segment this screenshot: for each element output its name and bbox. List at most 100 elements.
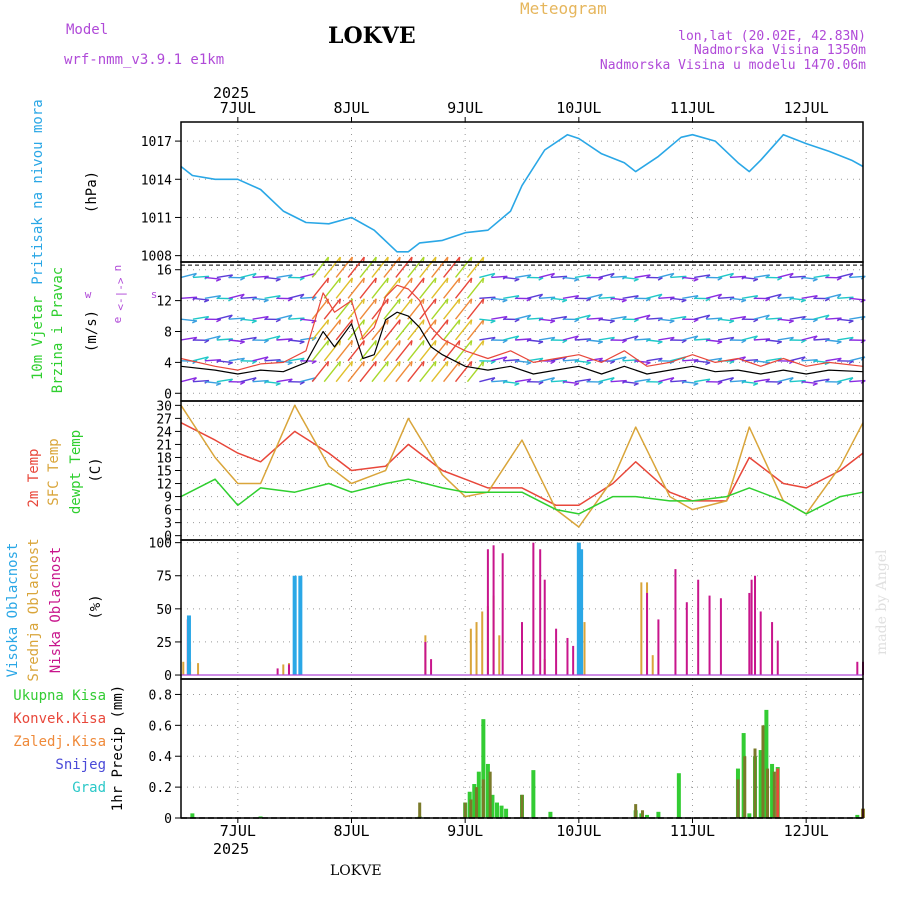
wind-arrow-head	[598, 342, 603, 344]
wind-arrow-head	[435, 340, 436, 345]
wind-ytick-label: 4	[164, 356, 172, 371]
cloud-low-bar	[566, 638, 568, 675]
precip-grid-bar	[736, 779, 739, 818]
footer-station: LOKVE	[330, 863, 382, 879]
cloud-low-bar	[277, 668, 279, 675]
precip-total-bar	[531, 770, 535, 818]
temp-label-2m: 2m Temp	[26, 448, 42, 507]
wind-arrow-head	[459, 320, 460, 325]
precip-total-bar	[677, 773, 681, 818]
wind-arrow-head	[351, 340, 352, 345]
wind-arrow-head	[252, 321, 257, 323]
wind-arrow-head	[658, 342, 663, 344]
wind-arrow-head	[363, 299, 364, 304]
wind-arrow-head	[447, 299, 448, 304]
wind-arrow-head	[363, 340, 364, 345]
cloud-label-high: Visoka Oblacnost	[5, 543, 21, 678]
precip-grid-bar	[743, 756, 746, 818]
precip-grid-bar	[489, 772, 492, 818]
precip-grid-bar	[521, 795, 524, 818]
cloud-low-bar	[646, 593, 648, 675]
wind-arrow-head	[471, 361, 472, 366]
wind-arrow-head	[503, 300, 508, 302]
wind-arrow-head	[340, 340, 341, 345]
precip-total-bar	[500, 806, 504, 818]
day-label-bottom: 8JUL	[333, 822, 369, 840]
wind-arrow-head	[423, 299, 424, 304]
pressure-ytick-label: 1008	[141, 250, 172, 265]
wind-arrow-head	[387, 299, 388, 304]
precip-ytick-label: 0.4	[149, 750, 173, 765]
precip-grid-bar	[464, 803, 467, 818]
cloud-low-bar	[777, 641, 779, 675]
day-label-bottom: 11JUL	[670, 822, 715, 840]
wind-arrow-head	[459, 299, 460, 304]
cloud-low-bar	[502, 553, 504, 675]
wind-arrow-head	[204, 300, 209, 302]
wind-arrow-head	[375, 361, 376, 366]
wind-arrow-head	[717, 342, 722, 344]
day-label-bottom: 9JUL	[447, 822, 483, 840]
temp-unit: (C)	[88, 457, 104, 482]
precip-ytick-label: 0.6	[149, 719, 172, 734]
day-label-top: 11JUL	[670, 99, 715, 117]
wind-arrow-head	[399, 320, 400, 325]
wind-arrow-head	[375, 299, 376, 304]
wind-speed-line	[181, 312, 863, 374]
wind-arrow-head	[435, 278, 436, 283]
cloud-low-bar	[748, 593, 750, 675]
pressure-unit: (hPa)	[84, 171, 100, 213]
precip-grid-bar	[418, 803, 421, 818]
precip-total-bar	[548, 812, 552, 818]
wind-arrow-head	[670, 321, 675, 323]
precip-grid-bar	[469, 799, 472, 818]
meteogram-title: Meteogram	[520, 0, 607, 18]
wind-arrow-head	[694, 383, 699, 385]
precip-legend-2: Zaledj.Kisa	[13, 734, 106, 750]
wind-arrow-head	[399, 299, 400, 304]
precip-legend-1: Konvek.Kisa	[13, 711, 106, 727]
cloud-high-bar	[187, 615, 191, 675]
wind-arrow-head	[216, 279, 221, 281]
wind-arrow-head	[574, 383, 579, 385]
temp-ytick-label: 27	[156, 412, 172, 427]
precip-ytick-label: 0	[164, 812, 172, 827]
wind-arrow-head	[459, 278, 460, 283]
precip-conv-bar	[776, 769, 779, 818]
panels	[181, 122, 865, 818]
wind-arrow-head	[491, 321, 496, 323]
wind-arrow-head	[813, 383, 818, 385]
day-label-bottom: 12JUL	[784, 822, 829, 840]
temp-ytick-label: 9	[164, 491, 172, 506]
cloud-low-bar	[555, 629, 557, 675]
cloud-high-bar	[579, 549, 583, 675]
wind-dir-arrow: <-|->	[114, 277, 127, 310]
wind-dir-s: s	[151, 288, 158, 301]
cloud-low-bar	[539, 549, 541, 675]
wind-arrow-head	[622, 300, 627, 302]
cloud-low-bar	[493, 545, 495, 675]
cloud-low-bar	[760, 611, 762, 675]
precip-total-bar	[656, 812, 660, 818]
wind-arrow-head	[228, 363, 233, 365]
wind-arrow-head	[801, 300, 806, 302]
cloud-low-bar	[771, 622, 773, 675]
wind-arrow-head	[471, 299, 472, 304]
wind-arrow-head	[399, 278, 400, 283]
wind-arrow-head	[399, 361, 400, 366]
wind-arrow-head	[562, 300, 567, 302]
cloud-ytick-label: 75	[156, 570, 172, 585]
precip-unit: 1hr Precip (mm)	[110, 685, 126, 811]
wind-arrow-head	[729, 321, 734, 323]
wind-arrow-head	[471, 340, 472, 345]
wind-arrow-head	[483, 340, 484, 345]
day-label-top: 9JUL	[447, 99, 483, 117]
wind-arrow-head	[340, 278, 341, 283]
wind-arrow-head	[753, 383, 758, 385]
wind-arrow-head	[423, 278, 424, 283]
cloud-mid-bar	[182, 662, 184, 675]
wind-arrow-head	[423, 340, 424, 345]
wind-arrow-head	[789, 321, 794, 323]
precip-grid-bar	[766, 769, 769, 818]
